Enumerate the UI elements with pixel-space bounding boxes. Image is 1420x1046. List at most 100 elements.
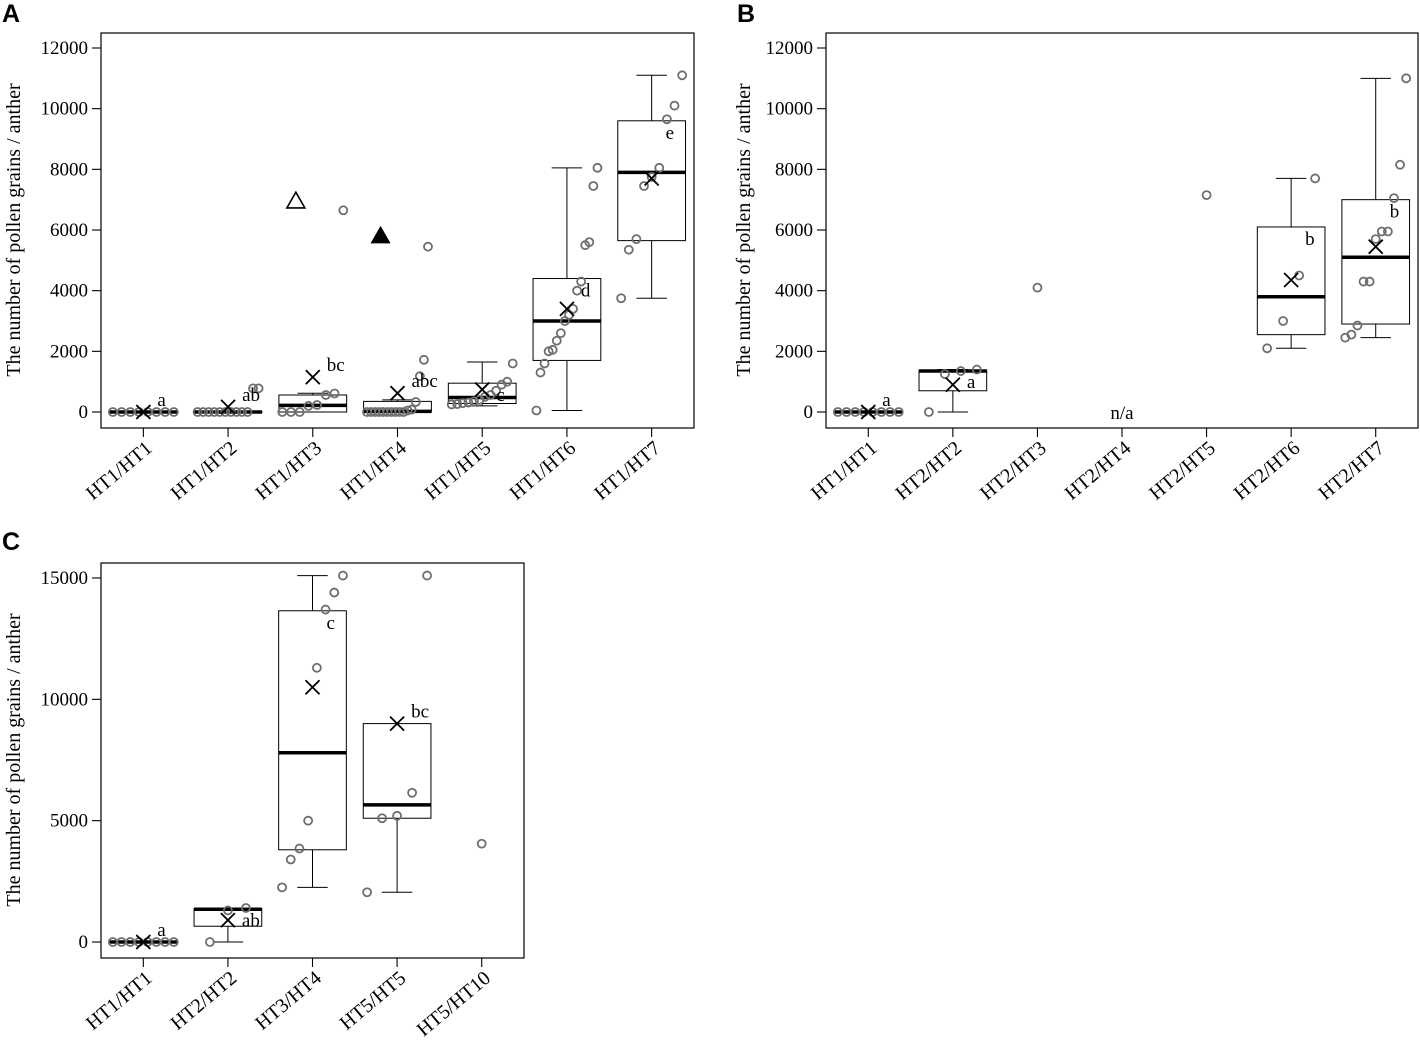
- panel-letter: C: [2, 528, 20, 556]
- box: [1256, 226, 1326, 336]
- significance-letter: abc: [412, 371, 438, 392]
- data-point: [303, 815, 314, 826]
- data-point: [939, 369, 950, 379]
- plot-frame: [100, 562, 525, 959]
- data-point: [240, 903, 251, 913]
- triangle-filled-marker: [370, 225, 391, 244]
- data-point: [338, 205, 349, 216]
- panel-a: A 0 2000 4000 6000 8000 10000 12000 The number o…: [2, 0, 695, 505]
- x-category-label: HT1/HT5: [421, 437, 496, 505]
- data-point: [192, 407, 203, 417]
- box: [1341, 199, 1411, 325]
- data-point: [329, 388, 340, 399]
- panel-letter: A: [2, 0, 20, 28]
- data-point: [1376, 226, 1387, 237]
- data-point: [1382, 226, 1393, 237]
- box: [617, 120, 687, 242]
- data-point: [576, 276, 587, 287]
- x-category-label: HT2/HT3: [976, 437, 1051, 505]
- x-category-label: HT1/HT3: [251, 437, 326, 505]
- panel-letter: B: [737, 0, 755, 28]
- data-point: [955, 366, 966, 376]
- mean-marker: [220, 399, 236, 415]
- data-point: [539, 358, 550, 369]
- data-point: [547, 344, 558, 355]
- y-tick-label: 2000: [775, 341, 813, 362]
- data-point: [312, 400, 323, 410]
- data-point: [414, 371, 425, 382]
- mean-marker: [860, 404, 876, 420]
- panel-b: B 0 2000 4000 6000 8000 10000 12000 The number o…: [733, 0, 1419, 505]
- significance-letter: b: [1390, 202, 1400, 223]
- data-point: [222, 905, 233, 916]
- data-point: [572, 285, 582, 296]
- mean-marker: [220, 912, 236, 928]
- data-point: [1032, 282, 1043, 293]
- data-point: [631, 234, 642, 245]
- data-point: [377, 813, 388, 824]
- y-tick-label: 15000: [41, 568, 89, 589]
- data-point: [476, 838, 487, 849]
- mean-marker: [1283, 272, 1299, 288]
- data-point: [406, 404, 417, 415]
- data-point: [320, 604, 331, 615]
- data-point: [204, 937, 215, 947]
- data-point: [1370, 234, 1381, 245]
- y-tick-label: 4000: [775, 281, 813, 302]
- x-category-label: HT1/HT2: [167, 437, 242, 505]
- data-point: [198, 407, 209, 417]
- x-category-label: HT3/HT4: [251, 967, 326, 1035]
- significance-letter: bc: [327, 355, 345, 376]
- data-point: [423, 241, 433, 252]
- y-tick-label: 8000: [775, 159, 813, 180]
- x-category-label: HT1/HT6: [506, 437, 581, 505]
- data-point: [248, 383, 258, 394]
- data-point: [452, 399, 463, 410]
- significance-letter: a: [157, 390, 166, 411]
- x-category-label: HT2/HT2: [167, 967, 242, 1035]
- mean-marker: [135, 934, 151, 950]
- data-point: [225, 407, 236, 417]
- y-tick-label: 6000: [775, 220, 813, 241]
- box: [278, 394, 348, 413]
- data-point: [329, 587, 340, 598]
- significance-letter: e: [666, 123, 674, 144]
- significance-letter: a: [967, 372, 976, 393]
- x-category-label: HT1/HT7: [590, 437, 665, 505]
- mean-marker: [305, 369, 321, 385]
- data-point: [1346, 329, 1357, 340]
- significance-letter: n/a: [1110, 403, 1134, 424]
- data-point: [402, 405, 413, 416]
- data-point: [531, 405, 542, 416]
- data-point: [893, 407, 904, 417]
- significance-letter: ab: [242, 385, 260, 406]
- data-point: [654, 162, 665, 173]
- data-point: [168, 407, 179, 417]
- y-axis-label: The number of pollen grains / anther: [3, 613, 25, 907]
- y-tick-label: 2000: [50, 341, 88, 362]
- y-tick-label: 12000: [766, 38, 814, 59]
- mean-marker: [644, 170, 660, 187]
- x-category-label: HT2/HT2: [891, 437, 966, 505]
- y-tick-label: 8000: [50, 159, 88, 180]
- data-point: [237, 407, 247, 417]
- data-point: [410, 397, 421, 407]
- y-tick-label: 12000: [41, 38, 89, 59]
- data-point: [220, 407, 231, 417]
- data-point: [277, 882, 287, 893]
- significance-letter: b: [1305, 229, 1315, 250]
- data-point: [407, 787, 418, 798]
- significance-letter: c: [327, 613, 335, 634]
- data-point: [1364, 276, 1375, 287]
- data-point: [1352, 320, 1363, 331]
- data-point: [677, 70, 688, 81]
- data-point: [584, 237, 595, 248]
- data-point: [616, 293, 627, 304]
- data-point: [362, 887, 373, 898]
- data-point: [446, 399, 457, 410]
- data-point: [1401, 73, 1412, 84]
- significance-letter: d: [581, 281, 591, 302]
- data-point: [320, 390, 331, 400]
- data-point: [551, 335, 562, 346]
